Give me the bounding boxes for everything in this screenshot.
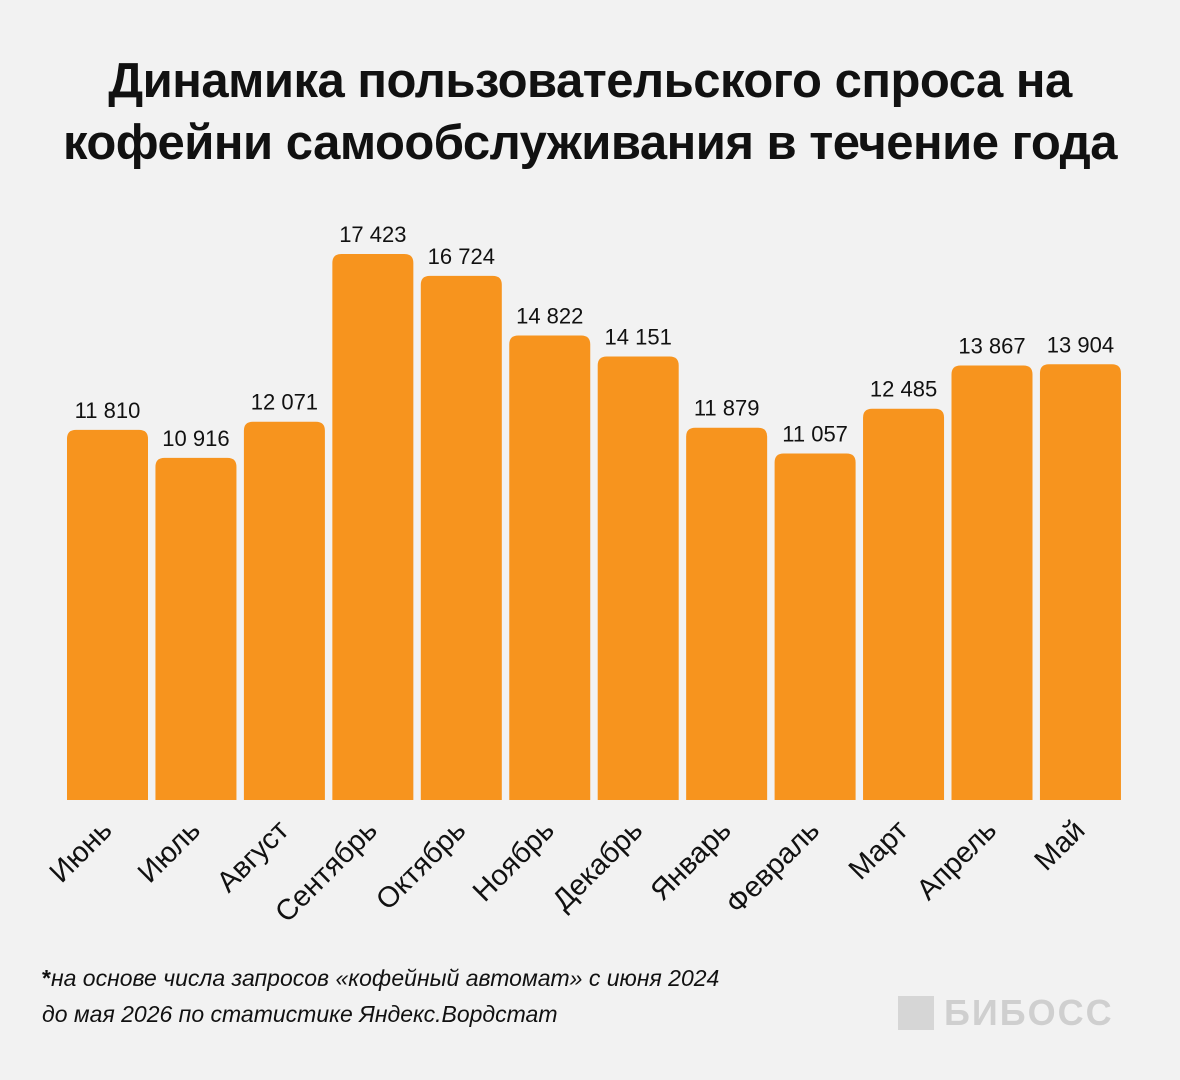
value-label-8: 11 879 (694, 396, 760, 421)
bar-chart: 11 810 10 916 12 071 17 423 16 724 14 822 14 1… (44, 222, 1121, 929)
category-label-10: Март (843, 814, 915, 886)
value-label-12: 13 904 (1047, 332, 1114, 357)
bar-7 (597, 356, 679, 800)
bar-2 (155, 457, 237, 800)
footnote-line-1: *на основе числа запросов «кофейный авто… (42, 960, 719, 996)
footnote-line-1-text: на основе числа запросов «кофейный автом… (50, 965, 720, 991)
category-label-5: Октябрь (370, 814, 472, 916)
value-label-1: 11 810 (75, 398, 141, 423)
category-label-3: Август (211, 814, 295, 898)
value-label-3: 12 071 (251, 390, 318, 415)
value-label-6: 14 822 (516, 304, 583, 329)
category-label-12: Май (1029, 814, 1092, 877)
chart-title: Динамика пользовательского спроса на коф… (0, 50, 1180, 174)
category-label-9: Февраль (720, 814, 826, 920)
bar-3 (243, 421, 325, 800)
value-label-5: 16 724 (428, 244, 495, 269)
bar-5 (420, 275, 502, 801)
chart-title-line-2: кофейни самообслуживания в течение года (63, 116, 1117, 170)
value-label-7: 14 151 (605, 325, 672, 350)
bar-4 (332, 254, 414, 800)
value-label-9: 11 057 (782, 421, 848, 446)
value-label-10: 12 485 (870, 377, 937, 402)
bar-10 (863, 408, 945, 800)
value-label-11: 13 867 (958, 333, 1025, 358)
value-label-2: 10 916 (162, 426, 229, 451)
category-label-1: Июнь (44, 814, 119, 889)
footnote-star: * (42, 965, 51, 991)
footnote-line-2: до мая 2026 по статистике Яндекс.Вордста… (42, 1001, 558, 1027)
logo-mark-icon (898, 996, 934, 1030)
bar-9 (774, 453, 856, 800)
value-labels-group: 11 810 10 916 12 071 17 423 16 724 14 822 14 1… (75, 222, 1114, 451)
bar-11 (951, 365, 1033, 800)
category-labels-group: Июнь Июль АвгустСентябрьОктябрьНоябрьДекаб… (44, 814, 1092, 928)
chart-title-line-1: Динамика пользовательского спроса на (108, 54, 1072, 108)
category-label-2: Июль (132, 814, 207, 889)
bar-12 (1039, 364, 1121, 800)
value-label-4: 17 423 (339, 222, 406, 247)
logo-text: БИБОСС (944, 992, 1114, 1033)
company-logo: БИБОСС (898, 992, 1114, 1033)
footnote: *на основе числа запросов «кофейный авто… (42, 960, 719, 1032)
bar-8 (686, 427, 768, 800)
category-label-7: Декабрь (547, 814, 650, 917)
bars-group (67, 254, 1121, 801)
category-label-11: Апрель (911, 814, 1003, 906)
bar-6 (509, 335, 591, 800)
bar-1 (67, 429, 148, 800)
